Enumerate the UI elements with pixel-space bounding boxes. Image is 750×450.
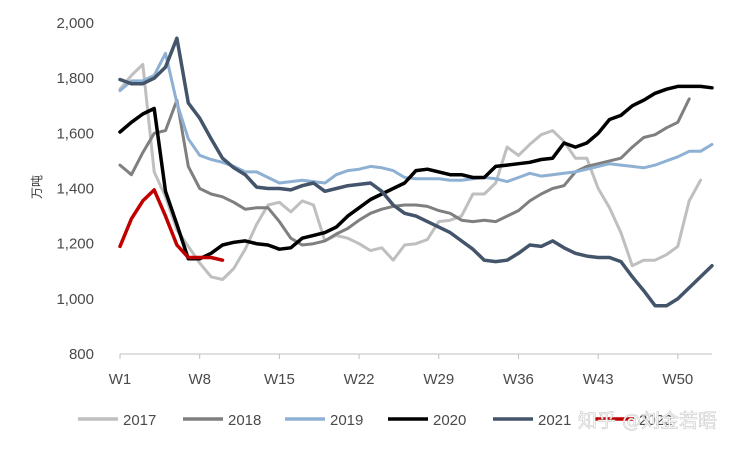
legend-label: 2019	[330, 412, 363, 429]
x-tick-label: W29	[423, 371, 454, 388]
y-tick-labels: 800 1,000 1,200 1,400 1,600 1,800 2,000	[56, 15, 94, 363]
y-tick-label: 800	[69, 346, 94, 363]
legend-item-2017: 2017	[78, 412, 156, 429]
y-tick-label: 1,000	[56, 291, 94, 308]
y-tick-label: 2,000	[56, 15, 94, 32]
series-line-2019	[118, 51, 714, 185]
series-line-2017	[118, 62, 703, 281]
series-line-2018	[118, 97, 691, 247]
legend-label: 2017	[123, 412, 156, 429]
legend: 2017 2018 2019 2020 2021 2022	[78, 412, 672, 429]
x-tick-label: W8	[188, 371, 211, 388]
x-tick-labels: W1 W8 W15 W22 W29 W36 W43 W50	[109, 371, 694, 388]
legend-label: 2018	[228, 412, 261, 429]
y-tick-label: 1,400	[56, 181, 94, 198]
legend-item-2019: 2019	[285, 412, 363, 429]
y-tick-label: 1,600	[56, 125, 94, 142]
watermark-text: 知乎 @刘金若晤	[578, 410, 717, 432]
legend-item-2021: 2021	[493, 412, 571, 429]
x-tick-label: W43	[583, 371, 614, 388]
legend-label: 2021	[538, 412, 571, 429]
series-line-2022	[118, 188, 225, 262]
legend-label: 2022	[639, 412, 672, 429]
legend-item-2022: 2022	[594, 412, 672, 429]
legend-item-2020: 2020	[388, 412, 466, 429]
x-tick-label: W22	[344, 371, 375, 388]
x-tick-label: W36	[503, 371, 534, 388]
legend-label: 2020	[433, 412, 466, 429]
y-tick-label: 1,800	[56, 70, 94, 87]
legend-item-2018: 2018	[183, 412, 261, 429]
x-tick-label: W1	[109, 371, 132, 388]
series-line-2021	[118, 36, 714, 308]
x-tick-marks	[119, 354, 679, 359]
y-axis-label: 万吨	[30, 175, 44, 199]
series-layer	[118, 36, 714, 308]
x-tick-label: W50	[662, 371, 693, 388]
x-tick-label: W15	[264, 371, 295, 388]
y-tick-label: 1,200	[56, 236, 94, 253]
series-line-2020	[118, 84, 714, 261]
